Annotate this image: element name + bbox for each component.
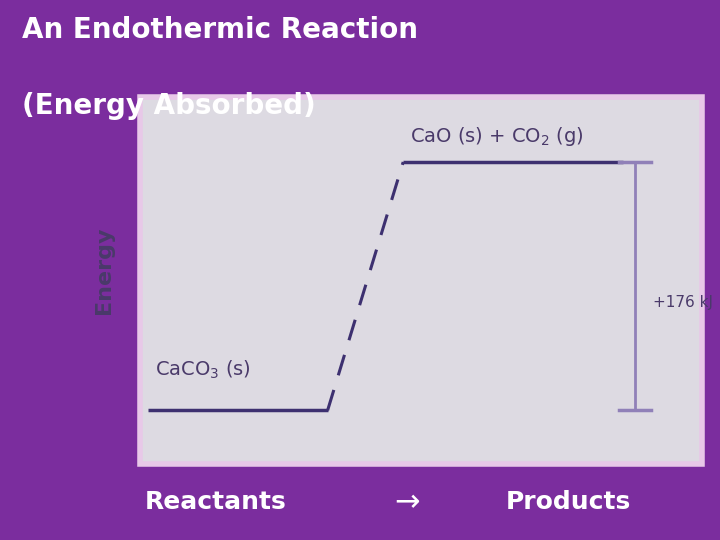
Text: Energy: Energy — [94, 226, 114, 314]
Text: Reactants: Reactants — [145, 490, 287, 514]
Text: CaCO$_3$ (s): CaCO$_3$ (s) — [155, 359, 251, 381]
Text: An Endothermic Reaction: An Endothermic Reaction — [22, 16, 418, 44]
Text: +176 kJ: +176 kJ — [653, 295, 713, 310]
FancyBboxPatch shape — [140, 97, 702, 464]
Text: (Energy Absorbed): (Energy Absorbed) — [22, 92, 315, 120]
Text: CaO (s) + CO$_2$ (g): CaO (s) + CO$_2$ (g) — [410, 125, 584, 148]
Text: Products: Products — [506, 490, 631, 514]
Text: →: → — [394, 488, 420, 517]
